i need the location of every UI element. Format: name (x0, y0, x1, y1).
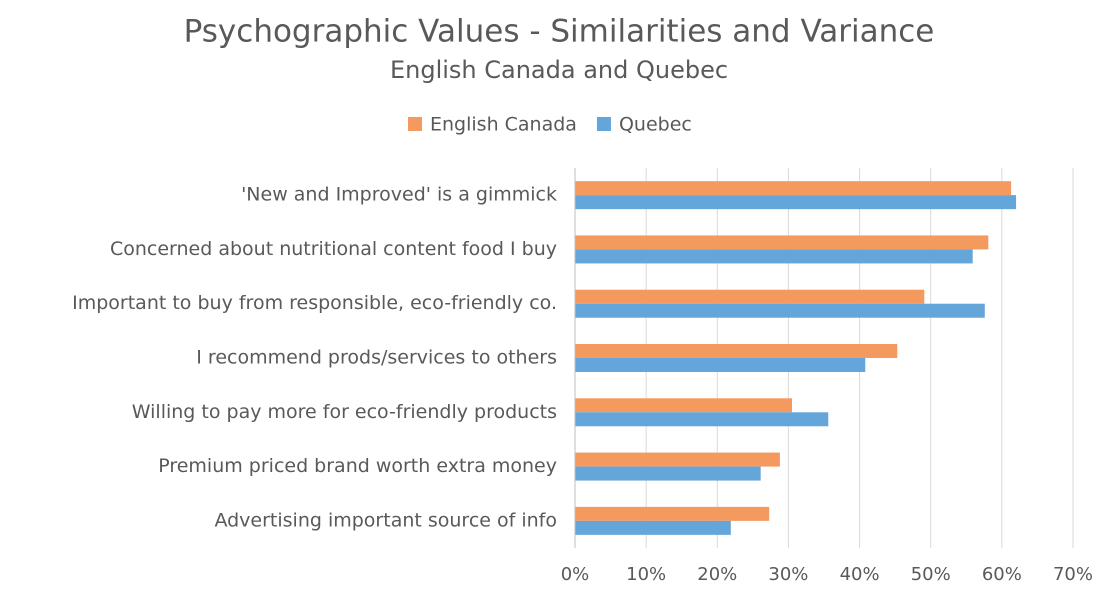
x-tick-label: 20% (697, 564, 737, 585)
x-tick-label: 40% (840, 564, 880, 585)
bar (575, 358, 866, 372)
bar (575, 412, 829, 427)
legend-label: Quebec (619, 114, 692, 136)
bar (575, 452, 780, 467)
x-tick-label: 0% (561, 564, 590, 585)
bar (575, 520, 731, 535)
bar (575, 466, 761, 481)
y-tick-label: Premium priced brand worth extra money (158, 455, 557, 477)
bar (575, 181, 1012, 196)
bar (575, 235, 989, 250)
x-tick-label: 60% (982, 564, 1022, 585)
bar (575, 506, 770, 521)
bar (575, 195, 1017, 210)
bar (575, 344, 898, 358)
y-tick-label: Concerned about nutritional content food… (110, 238, 557, 260)
bar (575, 398, 792, 413)
bar (575, 289, 925, 304)
y-tick-label: I recommend prods/services to others (196, 347, 557, 369)
legend-swatch (408, 117, 422, 131)
legend-swatch (596, 117, 611, 131)
y-tick-label: Willing to pay more for eco-friendly pro… (132, 401, 557, 423)
y-tick-label: Important to buy from responsible, eco-f… (72, 292, 557, 314)
y-tick-label: Advertising important source of info (214, 509, 557, 531)
x-tick-label: 10% (626, 564, 666, 585)
bar (575, 249, 973, 264)
bar (575, 303, 985, 318)
x-tick-label: 30% (768, 564, 808, 585)
chart-title: Psychographic Values - Similarities and … (184, 14, 935, 50)
x-tick-label: 50% (911, 564, 951, 585)
chart-subtitle: English Canada and Quebec (390, 56, 728, 84)
legend-label: English Canada (430, 114, 577, 136)
x-tick-label: 70% (1053, 564, 1093, 585)
y-tick-label: 'New and Improved' is a gimmick (241, 184, 557, 206)
